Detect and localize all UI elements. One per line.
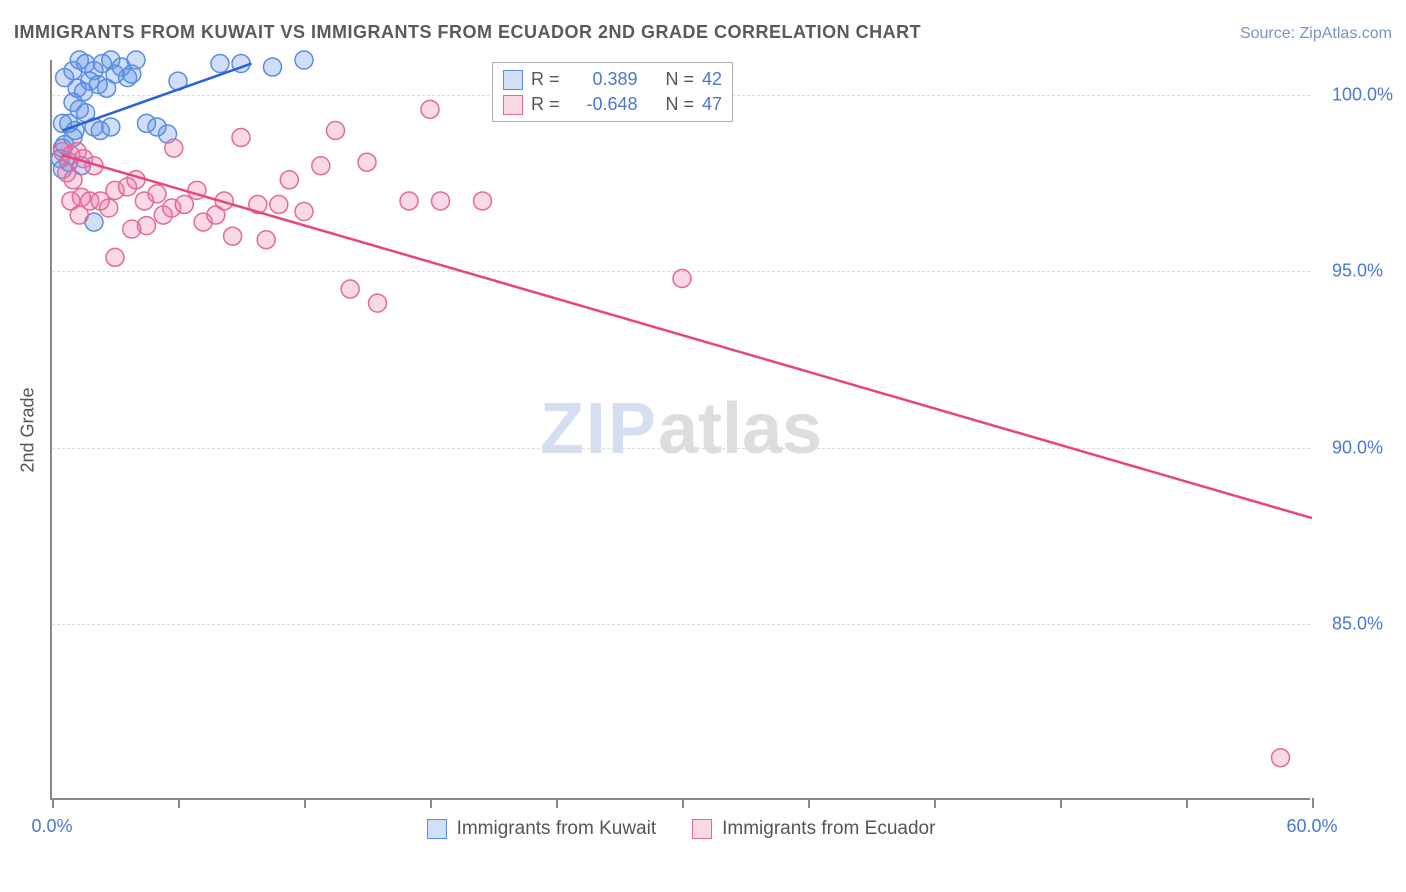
y-tick-label: 90.0%: [1332, 437, 1383, 458]
swatch-kuwait: [427, 819, 447, 839]
n-label: N =: [666, 69, 695, 90]
header: IMMIGRANTS FROM KUWAIT VS IMMIGRANTS FRO…: [14, 22, 1392, 43]
legend-stats-row-kuwait: R = 0.389 N = 42: [503, 67, 722, 92]
n-value-kuwait: 42: [702, 69, 722, 90]
legend-item-kuwait: Immigrants from Kuwait: [427, 818, 657, 840]
chart-title: IMMIGRANTS FROM KUWAIT VS IMMIGRANTS FRO…: [14, 22, 921, 43]
legend-bottom: Immigrants from Kuwait Immigrants from E…: [52, 818, 1310, 840]
source-label: Source: ZipAtlas.com: [1240, 25, 1392, 43]
swatch-ecuador: [503, 95, 523, 115]
r-value-kuwait: 0.389: [568, 69, 638, 90]
legend-label-ecuador: Immigrants from Ecuador: [722, 818, 935, 840]
n-value-ecuador: 47: [702, 94, 722, 115]
series-ecuador: [54, 100, 1290, 766]
r-label: R =: [531, 94, 560, 115]
y-tick-label: 95.0%: [1332, 261, 1383, 282]
trend-ecuador: [63, 155, 1313, 518]
plot-area: ZIPatlas 85.0%90.0%95.0%100.0% 0.0%60.0%…: [50, 60, 1310, 800]
legend-stats-row-ecuador: R = -0.648 N = 47: [503, 92, 722, 117]
legend-label-kuwait: Immigrants from Kuwait: [457, 818, 657, 840]
swatch-ecuador: [692, 819, 712, 839]
legend-stats: R = 0.389 N = 42 R = -0.648 N = 47: [492, 62, 733, 122]
y-tick-label: 100.0%: [1332, 85, 1393, 106]
n-label: N =: [666, 94, 695, 115]
y-axis-label: 2nd Grade: [18, 387, 39, 472]
y-tick-label: 85.0%: [1332, 613, 1383, 634]
swatch-kuwait: [503, 70, 523, 90]
r-label: R =: [531, 69, 560, 90]
scatter-svg: [52, 60, 1310, 798]
legend-item-ecuador: Immigrants from Ecuador: [692, 818, 935, 840]
r-value-ecuador: -0.648: [568, 94, 638, 115]
